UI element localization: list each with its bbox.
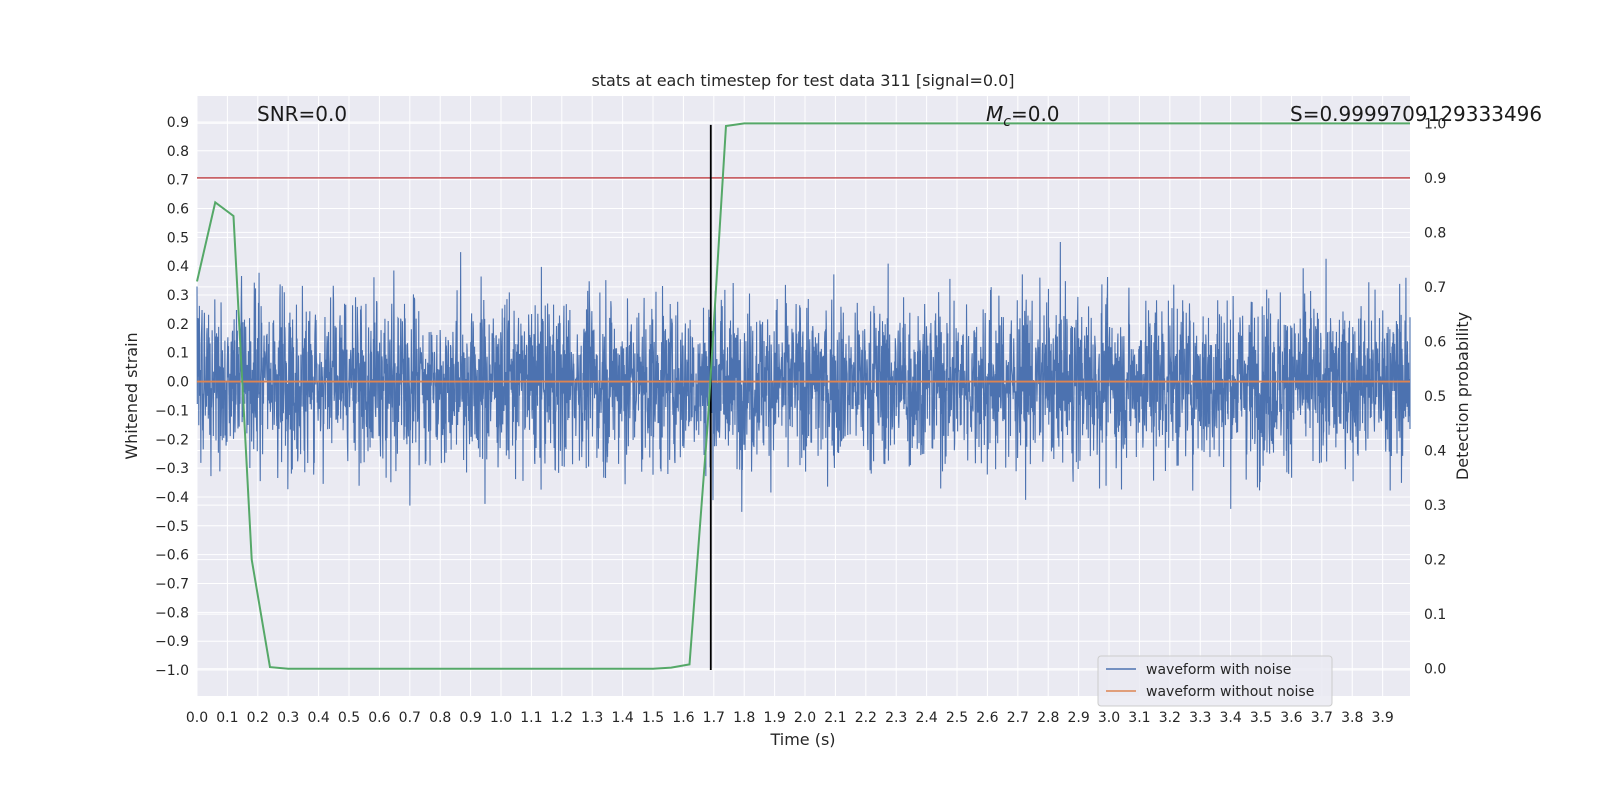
y-tick-label: 0.7 — [167, 173, 189, 189]
x-tick-label: 3.7 — [1311, 710, 1333, 726]
y2-tick-label: 0.4 — [1424, 444, 1446, 460]
y-tick-label: 0.0 — [167, 375, 189, 391]
x-tick-label: 2.6 — [976, 710, 998, 726]
y-tick-label: −1.0 — [155, 663, 189, 679]
y-tick-label: 0.4 — [167, 259, 189, 275]
legend-label-clean: waveform without noise — [1146, 684, 1314, 700]
x-tick-label: 3.1 — [1128, 710, 1150, 726]
annotation-chirp-mass-symbol: M — [986, 102, 1003, 126]
y-tick-label: −0.1 — [155, 403, 189, 419]
y-tick-label: −0.9 — [155, 634, 189, 650]
y2-tick-label: 1.0 — [1424, 116, 1446, 132]
x-tick-label: 3.2 — [1159, 710, 1181, 726]
x-tick-label: 1.7 — [703, 710, 725, 726]
x-tick-label: 2.0 — [794, 710, 816, 726]
y-tick-label: −0.8 — [155, 605, 189, 621]
x-tick-label: 2.2 — [855, 710, 877, 726]
y2-tick-labels: 1.0 0.9 0.8 0.7 0.6 0.5 0.4 0.3 0.2 0.1 0.0 — [1424, 116, 1446, 677]
series-detection-probability — [196, 122, 1410, 670]
x-tick-label: 0.4 — [307, 710, 329, 726]
x-tick-label: 2.4 — [915, 710, 937, 726]
x-tick-label: 0.9 — [459, 710, 481, 726]
y-tick-labels: 0.9 0.8 0.7 0.6 0.5 0.4 0.3 0.2 0.1 0.0 −0.1 −0.2 −0… — [155, 115, 189, 679]
x-tick-label: 1.9 — [763, 710, 785, 726]
y-tick-label: −0.7 — [155, 577, 189, 593]
y-tick-label: 0.6 — [167, 202, 189, 218]
y2-tick-label: 0.6 — [1424, 334, 1446, 350]
x-tick-label: 1.2 — [551, 710, 573, 726]
y2-tick-label: 0.3 — [1424, 498, 1446, 514]
y2-tick-label: 0.5 — [1424, 389, 1446, 405]
x-tick-label: 3.5 — [1250, 710, 1272, 726]
x-tick-label: 3.3 — [1189, 710, 1211, 726]
x-tick-label: 2.9 — [1067, 710, 1089, 726]
x-tick-label: 2.1 — [824, 710, 846, 726]
legend-box — [1097, 655, 1333, 707]
y-axis-label: Whitened strain — [122, 332, 141, 459]
y-tick-label: 0.1 — [167, 346, 189, 362]
chart-title: stats at each timestep for test data 311… — [591, 71, 1014, 90]
y-tick-label: 0.5 — [167, 230, 189, 246]
y-tick-label: −0.4 — [155, 490, 189, 506]
y-tick-label: 0.9 — [167, 115, 189, 131]
y2-tick-label: 0.9 — [1424, 171, 1446, 187]
x-tick-label: 0.7 — [399, 710, 421, 726]
y2-tick-label: 0.7 — [1424, 280, 1446, 296]
y-tick-label: −0.2 — [155, 432, 189, 448]
annotation-chirp-mass: Mc=0.0 — [986, 102, 1060, 130]
y2-tick-label: 0.0 — [1424, 662, 1446, 678]
x-tick-label: 1.1 — [520, 710, 542, 726]
y-tick-label: −0.3 — [155, 461, 189, 477]
y-tick-label: 0.8 — [167, 144, 189, 160]
x-tick-label: 2.3 — [885, 710, 907, 726]
annotation-chirp-mass-subscript: c — [1003, 114, 1011, 130]
noise-line — [196, 241, 1411, 512]
x-tick-label: 0.6 — [368, 710, 390, 726]
x-tick-label: 3.9 — [1372, 710, 1394, 726]
x-tick-label: 1.4 — [611, 710, 633, 726]
x-tick-label: 1.5 — [642, 710, 664, 726]
x-tick-labels: 0.0 0.1 0.2 0.3 0.4 0.5 0.6 0.7 0.8 0.9 1.0 1.1 1.2 1… — [186, 710, 1394, 726]
series-waveform-with-noise — [196, 241, 1411, 512]
x-tick-label: 3.6 — [1280, 710, 1302, 726]
x-tick-label: 0.8 — [429, 710, 451, 726]
y-tick-label: −0.6 — [155, 548, 189, 564]
x-tick-label: 0.1 — [216, 710, 238, 726]
x-tick-label: 1.8 — [733, 710, 755, 726]
x-tick-label: 1.3 — [581, 710, 603, 726]
x-tick-label: 3.0 — [1098, 710, 1120, 726]
x-tick-label: 2.7 — [1007, 710, 1029, 726]
y2-tick-label: 0.8 — [1424, 225, 1446, 241]
x-tick-label: 0.3 — [277, 710, 299, 726]
x-tick-label: 0.5 — [338, 710, 360, 726]
annotation-snr: SNR=0.0 — [257, 102, 347, 126]
x-tick-label: 3.4 — [1220, 710, 1242, 726]
x-tick-label: 1.6 — [672, 710, 694, 726]
annotation-score: S=0.9999709129333496 — [1290, 102, 1542, 126]
y-tick-label: 0.3 — [167, 288, 189, 304]
probability-line — [196, 122, 1410, 670]
x-tick-label: 3.8 — [1341, 710, 1363, 726]
x-tick-label: 0.2 — [247, 710, 269, 726]
y2-axis-label: Detection probability — [1453, 312, 1472, 480]
x-axis-label: Time (s) — [769, 730, 835, 749]
x-tick-label: 2.5 — [946, 710, 968, 726]
x-tick-label: 0.0 — [186, 710, 208, 726]
annotation-chirp-mass-value: =0.0 — [1011, 102, 1060, 126]
x-tick-label: 1.0 — [490, 710, 512, 726]
y-tick-label: −0.5 — [155, 519, 189, 535]
legend-label-noise: waveform with noise — [1146, 662, 1291, 678]
legend: waveform with noise waveform without noi… — [1097, 655, 1333, 707]
y-tick-label: 0.2 — [167, 317, 189, 333]
y2-tick-label: 0.1 — [1424, 607, 1446, 623]
x-tick-label: 2.8 — [1037, 710, 1059, 726]
y2-tick-label: 0.2 — [1424, 553, 1446, 569]
